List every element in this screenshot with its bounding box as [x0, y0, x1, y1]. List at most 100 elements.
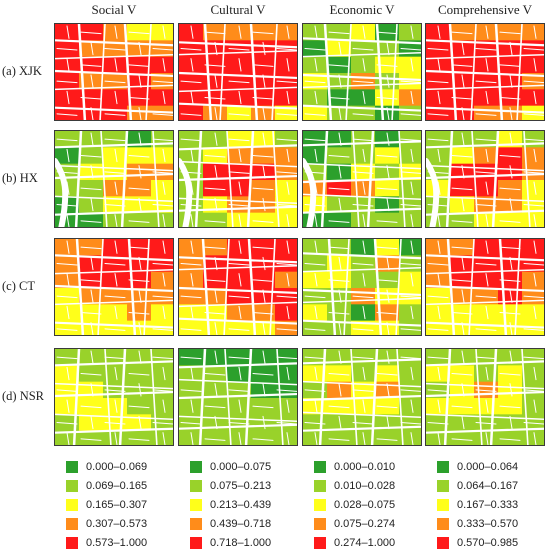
map-block [103, 255, 128, 273]
legend-item: 0.000–0.075 [190, 457, 315, 476]
map-block [227, 131, 252, 148]
map-block [103, 131, 128, 148]
map-block [522, 147, 544, 165]
map-block [79, 398, 104, 415]
map-block [450, 239, 475, 256]
map-block [426, 398, 451, 415]
map-block [327, 147, 352, 165]
legend-label: 0.075–0.274 [334, 518, 396, 531]
map-block [399, 398, 421, 415]
map-block [399, 105, 421, 120]
map-block [426, 131, 451, 148]
map-block [103, 304, 128, 322]
map-block [79, 239, 104, 256]
map-block [103, 271, 128, 289]
map-block [327, 212, 352, 227]
row-label-xjk: (a) XJK [2, 64, 42, 78]
map-block [399, 56, 421, 74]
map-block [79, 365, 104, 383]
legend-item: 0.069–0.165 [66, 476, 191, 495]
map-block [474, 349, 499, 366]
map-block [450, 255, 475, 273]
map-block [327, 56, 352, 74]
map-block [426, 414, 451, 432]
map-block [55, 131, 80, 148]
map-block [474, 271, 499, 289]
map-block [450, 147, 475, 165]
map-block [79, 40, 104, 58]
map-block [351, 304, 376, 322]
legend-label: 0.213–0.439 [210, 498, 272, 511]
map-block [303, 239, 328, 256]
legend-item: 0.213–0.439 [190, 495, 315, 514]
map-block [227, 271, 252, 289]
map-block [474, 105, 499, 120]
map-block [79, 131, 104, 148]
map-panel-ct-social [54, 238, 174, 336]
map-block [498, 56, 523, 74]
map-block [399, 239, 421, 256]
map-panel-xjk-cultural [178, 23, 298, 121]
street-network [55, 24, 173, 120]
street-network [55, 349, 173, 445]
map-block [522, 398, 544, 415]
map-block [426, 40, 451, 58]
legend-label: 0.165–0.307 [86, 498, 148, 511]
map-block [251, 349, 276, 366]
map-block [127, 56, 152, 74]
map-block [450, 24, 475, 41]
map-block [127, 180, 152, 197]
map-block [103, 239, 128, 256]
map-xjk-social [55, 24, 173, 120]
map-panel-hx-comprehensive [425, 130, 545, 228]
map-block [474, 180, 499, 197]
map-block [522, 430, 544, 445]
map-block [103, 89, 128, 107]
map-block [179, 398, 204, 415]
map-block [127, 212, 152, 227]
map-block [450, 212, 475, 227]
map-block [275, 212, 297, 227]
map-block [103, 288, 128, 305]
map-block [251, 147, 276, 165]
map-block [450, 414, 475, 432]
legend-swatch [437, 479, 449, 492]
map-block [399, 365, 421, 383]
map-block [127, 147, 152, 165]
map-block [179, 271, 204, 289]
map-block [474, 147, 499, 165]
map-block [351, 239, 376, 256]
row-label-ct: (c) CT [2, 279, 35, 293]
street-network [179, 349, 297, 445]
river [179, 158, 193, 227]
map-block [303, 24, 328, 41]
map-panel-nsr-comprehensive [425, 348, 545, 446]
map-block [203, 147, 228, 165]
map-block [55, 304, 80, 322]
legend-label: 0.000–0.064 [457, 460, 519, 473]
map-block [179, 288, 204, 305]
legend-swatch [66, 537, 78, 550]
map-block [275, 365, 297, 383]
row-label-hx: (b) HX [2, 171, 38, 185]
map-block [251, 239, 276, 256]
legend-swatch [314, 460, 326, 473]
legend-item: 0.000–0.010 [314, 457, 439, 476]
map-block [303, 147, 328, 165]
map-block [327, 271, 352, 289]
street-network [426, 349, 544, 445]
map-block [275, 147, 297, 165]
map-block [251, 56, 276, 74]
legend-item: 0.028–0.075 [314, 495, 439, 514]
map-block [55, 147, 80, 165]
map-block [203, 430, 228, 445]
legend-label: 0.718–1.000 [210, 537, 272, 550]
map-panel-ct-comprehensive [425, 238, 545, 336]
legend-item: 0.000–0.069 [66, 457, 191, 476]
legend-swatch [314, 537, 326, 550]
map-block [251, 365, 276, 383]
map-block [179, 131, 204, 148]
map-block [303, 288, 328, 305]
map-block [275, 56, 297, 74]
map-block [498, 212, 523, 227]
